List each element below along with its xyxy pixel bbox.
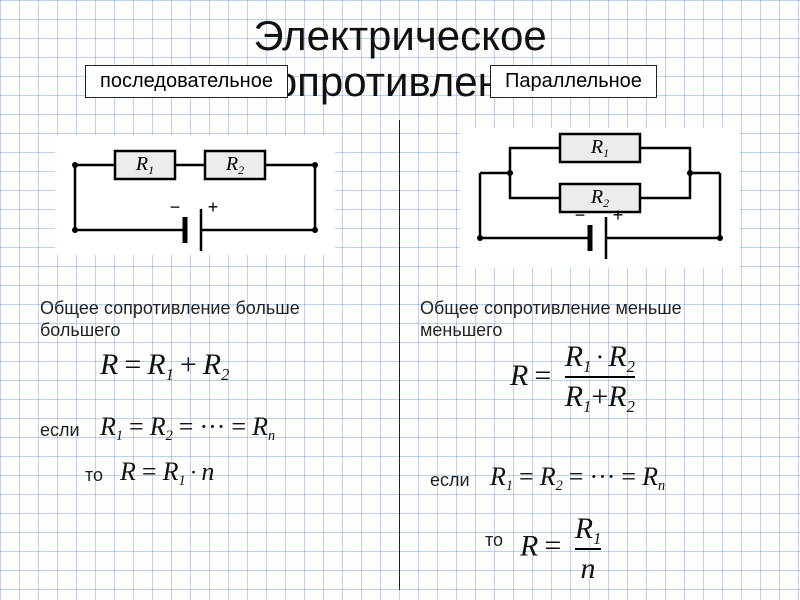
series-circuit: R1 R2 − + (55, 135, 335, 255)
series-sum-formula: R=R1+R2 (100, 348, 229, 385)
parallel-main-formula: R= R1·R2 R1+R2 (510, 340, 635, 416)
title-line-1: Электрическое (0, 12, 800, 60)
series-n-formula: R=R1·n (120, 457, 214, 490)
svg-text:+: + (613, 205, 624, 225)
vertical-divider (399, 120, 400, 590)
parallel-equal-chain: R1=R2=···=Rn (490, 462, 665, 495)
series-if: если (40, 420, 80, 441)
series-caption-line2: большего (40, 320, 120, 341)
parallel-if: если (430, 470, 470, 491)
parallel-caption-line2: меньшего (420, 320, 502, 341)
parallel-caption-line1: Общее сопротивление меньше (420, 298, 682, 319)
svg-text:−: − (575, 205, 586, 225)
svg-text:−: − (170, 197, 181, 217)
parallel-then: то (485, 530, 503, 551)
series-caption-line1: Общее сопротивление больше (40, 298, 300, 319)
series-then: то (85, 465, 103, 486)
parallel-n-formula: R= R1 n (520, 512, 601, 585)
series-label-box: последовательное (85, 65, 288, 98)
parallel-label-box: Параллельное (490, 65, 657, 98)
page-content: Электрическое сопротивление последовател… (0, 0, 800, 600)
series-equal-chain: R1=R2=···=Rn (100, 412, 275, 445)
svg-text:+: + (208, 197, 219, 217)
parallel-circuit: R1 R2 − + (460, 128, 740, 268)
